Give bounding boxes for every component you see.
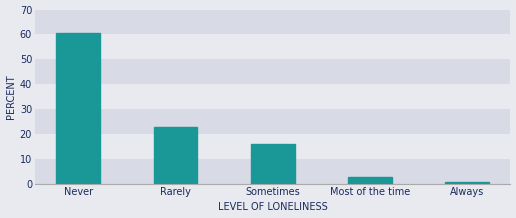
Bar [35, 134, 510, 159]
Y-axis label: PERCENT: PERCENT [6, 75, 15, 119]
Bar [348, 177, 392, 184]
Bar [35, 84, 510, 109]
Bar [35, 10, 510, 34]
Bar [56, 33, 100, 184]
Bar [154, 127, 197, 184]
Bar [251, 144, 295, 184]
Bar [35, 109, 510, 134]
Bar [35, 60, 510, 84]
Bar [35, 34, 510, 60]
X-axis label: LEVEL OF LONELINESS: LEVEL OF LONELINESS [218, 203, 328, 213]
Bar [445, 182, 489, 184]
Bar [35, 159, 510, 184]
